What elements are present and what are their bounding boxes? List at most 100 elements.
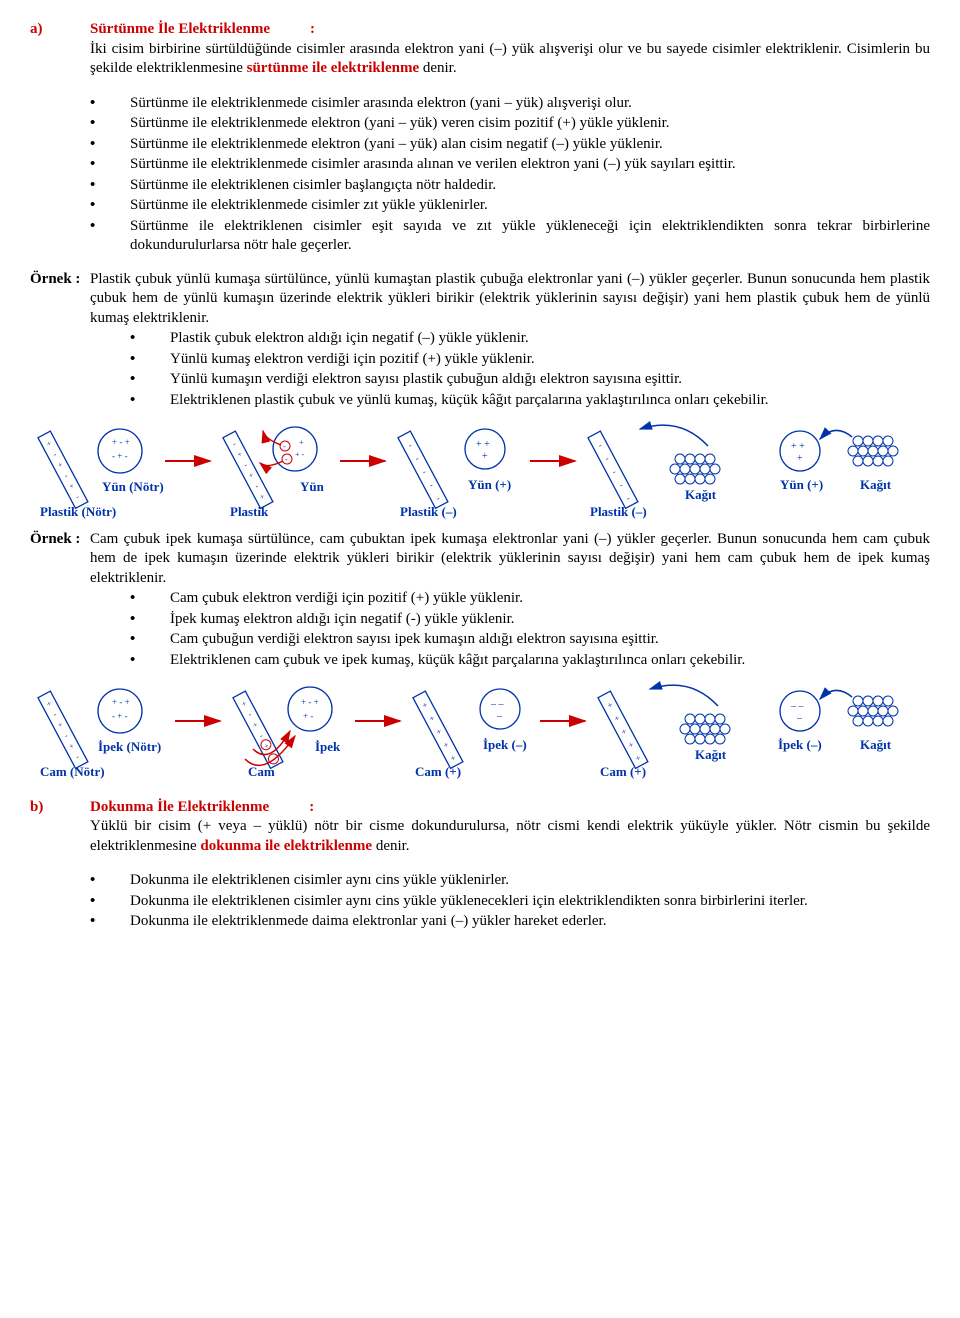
svg-text:İpek: İpek xyxy=(315,739,341,754)
ornek1-label: Örnek : xyxy=(30,270,90,412)
bullet: •Sürtünme ile elektriklenmede cisimler a… xyxy=(90,94,930,114)
svg-text:-: - xyxy=(413,453,420,463)
svg-text:Kağıt: Kağıt xyxy=(685,487,717,502)
svg-text:+: + xyxy=(247,470,256,480)
svg-text:Cam (+): Cam (+) xyxy=(415,764,461,779)
svg-text:-: - xyxy=(596,440,603,450)
svg-text:Yün (+): Yün (+) xyxy=(468,477,511,492)
svg-text:-: - xyxy=(603,453,610,463)
section-a-bullets: •Sürtünme ile elektriklenmede cisimler a… xyxy=(30,94,930,256)
svg-text:+: + xyxy=(797,453,803,464)
bullet: •Sürtünme ile elektriklenen cisimler baş… xyxy=(90,176,930,196)
intro-highlight: sürtünme ile elektriklenme xyxy=(247,60,419,76)
diagram-2: + - + - + - + - + - + - İpek (Nötr) Cam … xyxy=(30,671,930,788)
svg-text:Cam: Cam xyxy=(248,764,275,779)
svg-text:–: – xyxy=(796,713,803,724)
svg-text:Kağıt: Kağıt xyxy=(860,737,892,752)
section-a-title: Sürtünme İle Elektriklenme xyxy=(90,20,270,40)
svg-text:+: + xyxy=(626,739,635,750)
section-a-header: a) Sürtünme İle Elektriklenme : xyxy=(30,20,930,40)
svg-text:+: + xyxy=(56,720,65,730)
svg-text:-: - xyxy=(434,493,441,503)
svg-text:+: + xyxy=(56,460,65,470)
svg-text:Plastik (Nötr): Plastik (Nötr) xyxy=(40,504,116,519)
section-a-letter: a) xyxy=(30,20,90,40)
svg-text:+: + xyxy=(258,491,267,501)
svg-text:+: + xyxy=(427,713,436,724)
svg-text:Kağıt: Kağıt xyxy=(860,477,892,492)
ornek1: Örnek : Plastik çubuk yünlü kumaşa sürtü… xyxy=(30,270,930,412)
svg-text:-: - xyxy=(242,460,249,469)
section-b-header: b) Dokunma İle Elektriklenme : xyxy=(30,798,930,818)
svg-text:Plastik (–): Plastik (–) xyxy=(590,504,647,519)
section-b-bullets: •Dokunma ile elektriklenen cisimler aynı… xyxy=(30,871,930,932)
svg-text:-: - xyxy=(283,442,286,451)
section-b-intro: Yüklü bir cisim (+ veya – yüklü) nötr bi… xyxy=(30,817,930,856)
svg-text:+ -: + - xyxy=(295,450,305,459)
svg-text:Plastik (–): Plastik (–) xyxy=(400,504,457,519)
svg-text:+: + xyxy=(434,726,443,737)
svg-text:-: - xyxy=(246,710,253,719)
b-intro-highlight: dokunma ile elektriklenme xyxy=(200,838,372,854)
svg-text:Cam (Nötr): Cam (Nötr) xyxy=(40,764,105,779)
svg-text:+: + xyxy=(45,698,54,708)
bullet: •Sürtünme ile elektriklenen cisimler eşi… xyxy=(90,217,930,256)
svg-text:Yün (+): Yün (+) xyxy=(780,477,823,492)
ornek2-text: Cam çubuk ipek kumaşa sürtülünce, cam çu… xyxy=(90,530,930,672)
svg-text:+: + xyxy=(45,438,54,448)
svg-text:+ +: + + xyxy=(476,439,490,450)
intro-part2: denir. xyxy=(419,60,457,76)
intro-part1: İki cisim birbirine sürtüldüğünde cisiml… xyxy=(90,41,930,77)
svg-text:+: + xyxy=(633,752,642,763)
svg-text:İpek (–): İpek (–) xyxy=(778,737,822,752)
svg-text:+: + xyxy=(68,741,77,751)
svg-text:+ - +: + - + xyxy=(301,697,319,707)
svg-text:-: - xyxy=(427,480,434,490)
svg-text:-: - xyxy=(51,710,58,719)
svg-text:+: + xyxy=(619,726,628,737)
section-b-title: Dokunma İle Elektriklenme xyxy=(90,798,269,818)
svg-text:+: + xyxy=(240,698,249,708)
svg-text:-: - xyxy=(74,492,81,501)
svg-text:+: + xyxy=(482,451,488,462)
bullet: •Sürtünme ile elektriklenmede cisimler a… xyxy=(90,155,930,175)
svg-text:+ - +: + - + xyxy=(112,437,130,447)
svg-text:+: + xyxy=(68,481,77,491)
svg-text:+ -: + - xyxy=(303,711,313,721)
svg-text:- + -: - + - xyxy=(112,451,128,461)
svg-text:-: - xyxy=(420,466,427,476)
b-intro-part2: denir. xyxy=(372,838,410,854)
svg-text:-: - xyxy=(610,466,617,476)
section-b-letter: b) xyxy=(30,798,90,818)
svg-text:- + -: - + - xyxy=(112,711,128,721)
bullet: •Dokunma ile elektriklenen cisimler aynı… xyxy=(90,892,930,912)
svg-text:+ +: + + xyxy=(791,441,805,452)
svg-text:Cam (+): Cam (+) xyxy=(600,764,646,779)
bullet: •Dokunma ile elektriklenen cisimler aynı… xyxy=(90,871,930,891)
svg-text:– –: – – xyxy=(790,701,805,712)
svg-text:+: + xyxy=(420,699,429,710)
svg-text:+: + xyxy=(448,752,457,763)
svg-text:Yün (Nötr): Yün (Nötr) xyxy=(102,479,164,494)
svg-text:İpek (Nötr): İpek (Nötr) xyxy=(98,739,161,754)
svg-text:Plastik: Plastik xyxy=(230,504,269,519)
svg-text:-: - xyxy=(624,493,631,503)
svg-text:-: - xyxy=(231,439,238,448)
svg-text:-: - xyxy=(258,731,265,740)
diagram-1: + - + - + - + - + - + - Yün (Nötr) Plast… xyxy=(30,411,930,528)
svg-text:-: - xyxy=(253,481,260,490)
svg-text:-: - xyxy=(63,731,70,740)
svg-text:+: + xyxy=(251,720,260,730)
svg-text:Yün: Yün xyxy=(300,479,325,494)
section-a-intro: İki cisim birbirine sürtüldüğünde cisiml… xyxy=(30,40,930,79)
svg-text:– –: – – xyxy=(490,699,505,710)
ornek2-label: Örnek : xyxy=(30,530,90,672)
svg-text:+: + xyxy=(441,739,450,750)
svg-text:+: + xyxy=(612,713,621,724)
svg-text:+: + xyxy=(299,438,304,447)
svg-text:-: - xyxy=(51,450,58,459)
svg-text:+ - +: + - + xyxy=(112,697,130,707)
bullet: •Sürtünme ile elektriklenmede elektron (… xyxy=(90,135,930,155)
svg-text:Kağıt: Kağıt xyxy=(695,747,727,762)
section-a-colon: : xyxy=(270,20,315,40)
